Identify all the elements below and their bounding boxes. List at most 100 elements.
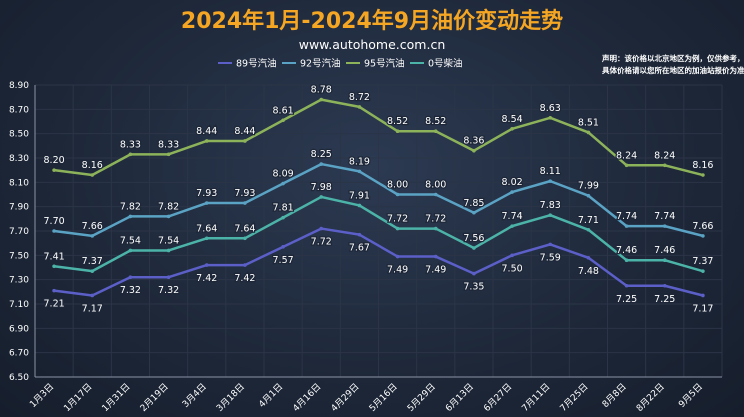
data-label: 7.37 [692, 256, 713, 267]
data-label: 7.46 [654, 245, 675, 256]
data-label: 7.57 [273, 255, 294, 266]
data-point [128, 248, 133, 253]
x-tick-label: 5月29日 [405, 381, 438, 414]
data-label: 7.32 [158, 285, 179, 296]
data-point [662, 283, 667, 288]
x-tick-label: 6月13日 [443, 381, 476, 414]
data-label: 7.25 [654, 294, 675, 305]
x-tick-label: 1月31日 [100, 381, 133, 414]
data-point [624, 163, 629, 168]
data-label: 8.52 [387, 116, 408, 127]
x-tick-label: 7月11日 [520, 381, 553, 414]
data-label: 8.09 [273, 169, 294, 180]
x-tick-label: 1月17日 [62, 381, 95, 414]
data-point [395, 192, 400, 197]
data-label: 8.16 [82, 160, 103, 171]
data-label: 8.44 [234, 126, 255, 137]
data-point [624, 224, 629, 228]
legend-label: 0号柴油 [428, 58, 463, 70]
data-label: 8.61 [273, 105, 294, 116]
data-label: 8.20 [44, 155, 65, 166]
y-tick-label: 8.50 [9, 130, 29, 140]
y-tick-label: 8.30 [9, 154, 29, 164]
x-tick-label: 3月4日 [180, 381, 209, 410]
data-point [243, 236, 247, 241]
data-label: 7.46 [616, 245, 637, 256]
y-tick-label: 7.30 [9, 276, 29, 286]
data-point [204, 139, 209, 143]
data-label: 7.72 [425, 214, 446, 225]
data-point [281, 118, 285, 123]
data-point [701, 293, 705, 298]
data-label: 7.64 [234, 223, 255, 234]
data-label: 8.52 [425, 116, 446, 127]
data-point [204, 201, 209, 205]
data-point [357, 169, 362, 174]
data-label: 7.70 [44, 216, 65, 227]
series-0: 7.21 7.17 7.32 7.32 7.42 7.42 7.57 7.72 7.67 7.49… [42, 226, 715, 316]
data-label: 7.32 [120, 285, 141, 296]
data-point [433, 226, 438, 231]
data-label: 8.33 [158, 139, 179, 150]
data-point [701, 269, 705, 273]
data-label: 7.66 [692, 221, 713, 232]
data-point [624, 283, 629, 288]
data-point [281, 215, 285, 220]
y-axis: 6.50 6.70 6.90 7.10 7.30 7.50 7.70 7.90 8.10 8.30… [9, 81, 36, 383]
x-tick-label: 6月27日 [482, 381, 515, 414]
data-point [662, 163, 667, 168]
data-label: 8.00 [425, 180, 446, 191]
data-point [243, 139, 247, 143]
x-tick-label: 8月22日 [634, 381, 667, 414]
data-label: 8.00 [387, 180, 408, 191]
data-point [128, 275, 133, 280]
data-point [548, 179, 553, 183]
x-tick-label: 9月5日 [676, 381, 705, 410]
data-label: 7.54 [120, 235, 141, 246]
data-label: 7.74 [616, 211, 637, 222]
data-label: 7.35 [463, 282, 484, 293]
data-label: 8.72 [349, 92, 370, 103]
data-label: 7.59 [540, 252, 561, 263]
data-point [472, 271, 476, 276]
legend-label: 92号汽油 [300, 58, 341, 70]
data-point [433, 192, 438, 197]
data-point [701, 173, 705, 177]
x-tick-label: 5月16日 [367, 381, 400, 414]
data-point [166, 214, 171, 219]
data-label: 7.25 [616, 294, 637, 305]
data-label: 7.49 [387, 265, 408, 276]
data-point [472, 210, 476, 215]
series-group: 7.21 7.17 7.32 7.32 7.42 7.42 7.57 7.72 7.67 7.49… [42, 83, 715, 316]
grid [34, 84, 723, 378]
chart-subtitle: www.autohome.com.cn [299, 37, 446, 52]
series-line [53, 98, 704, 177]
data-label: 8.54 [502, 114, 523, 125]
data-label: 8.51 [578, 117, 599, 128]
data-point [395, 254, 400, 259]
data-point [52, 288, 56, 293]
data-point [166, 248, 171, 253]
data-label: 8.33 [120, 139, 141, 150]
data-point [662, 258, 667, 263]
data-point [395, 129, 400, 134]
data-point [319, 195, 324, 199]
data-point [701, 234, 705, 238]
data-label: 8.16 [692, 160, 713, 171]
x-tick-label: 1月3日 [28, 381, 57, 410]
data-label: 8.02 [502, 177, 523, 188]
data-label: 7.41 [44, 251, 65, 262]
data-label: 7.48 [578, 266, 599, 277]
data-label: 7.37 [82, 256, 103, 267]
data-label: 8.36 [463, 136, 484, 147]
data-label: 8.44 [196, 126, 217, 137]
data-point [357, 232, 362, 237]
y-tick-label: 6.50 [9, 373, 29, 383]
data-point [624, 258, 629, 263]
data-label: 7.17 [692, 303, 713, 314]
data-label: 7.42 [196, 273, 217, 284]
data-point [510, 253, 514, 258]
data-point [52, 264, 56, 269]
data-point [204, 263, 209, 267]
